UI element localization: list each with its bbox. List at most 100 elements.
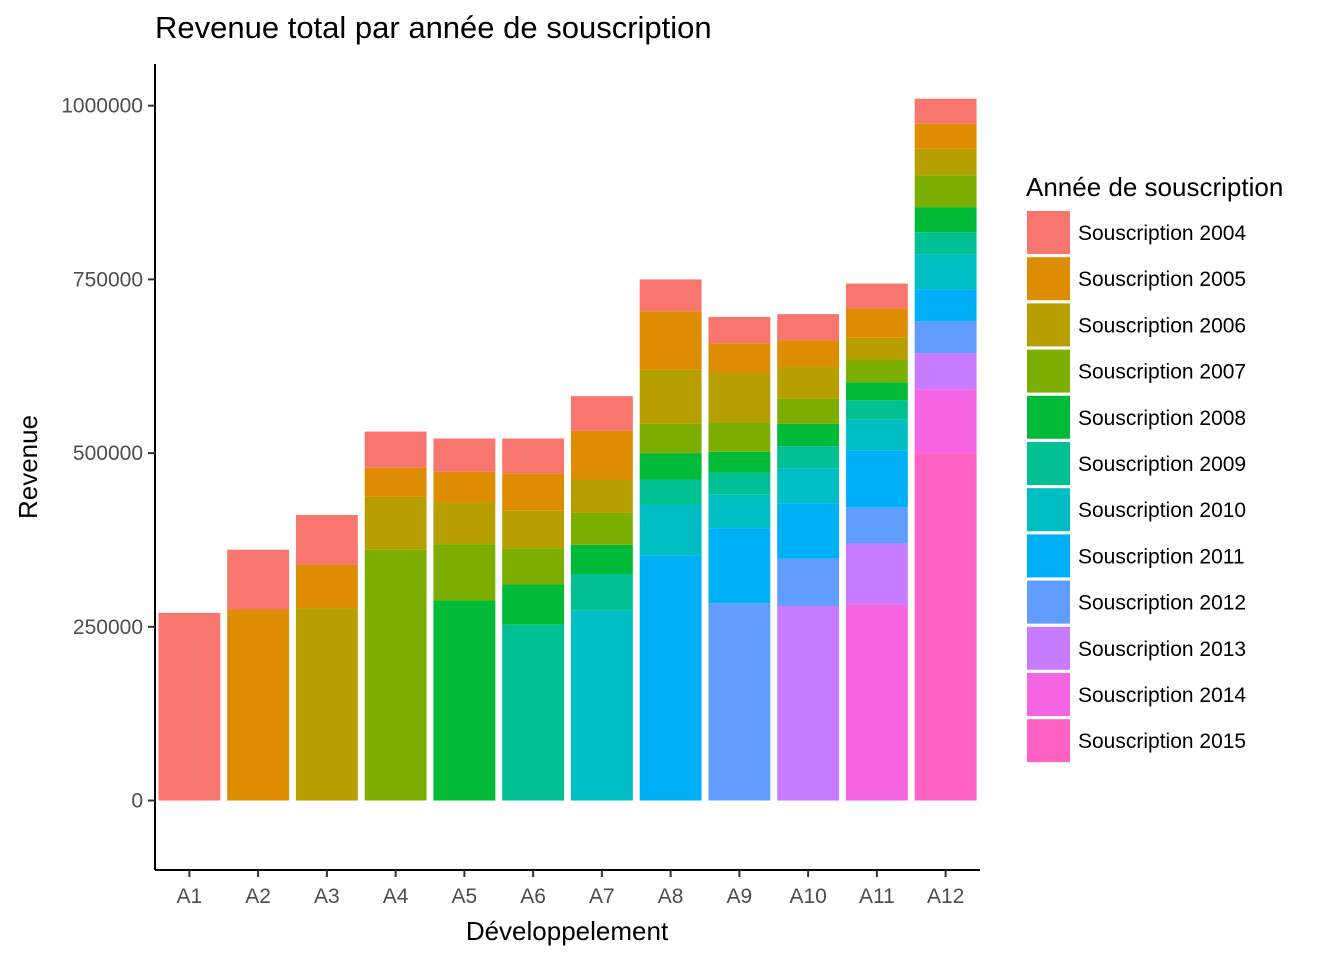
bar-a8-souscription-2006 xyxy=(639,369,702,424)
bar-a8-souscription-2008 xyxy=(639,453,702,480)
bar-a11-souscription-2011 xyxy=(845,450,908,508)
bar-a9-souscription-2008 xyxy=(708,451,771,473)
bar-a4-souscription-2007 xyxy=(364,549,427,801)
legend-key-souscription-2012 xyxy=(1027,580,1070,624)
legend-key-souscription-2005 xyxy=(1027,257,1070,301)
bar-a7-souscription-2005 xyxy=(570,430,633,480)
legend-key-souscription-2006 xyxy=(1027,303,1070,347)
bar-a7-souscription-2007 xyxy=(570,512,633,545)
bar-a10-souscription-2007 xyxy=(777,398,840,424)
legend-key-souscription-2015 xyxy=(1027,719,1070,763)
bar-a7-souscription-2010 xyxy=(570,610,633,801)
bar-a9-souscription-2012 xyxy=(708,603,771,801)
x-tick-label: A2 xyxy=(245,885,271,908)
bar-a2-souscription-2004 xyxy=(227,549,290,610)
bar-a3-souscription-2004 xyxy=(295,514,358,565)
bar-a8-souscription-2010 xyxy=(639,504,702,556)
bar-a3-souscription-2006 xyxy=(295,608,358,801)
bar-a4-souscription-2004 xyxy=(364,431,427,468)
bar-a12-souscription-2015 xyxy=(914,453,977,801)
bar-a7-souscription-2006 xyxy=(570,479,633,513)
legend-label: Souscription 2010 xyxy=(1078,499,1246,522)
bar-a12-souscription-2006 xyxy=(914,148,977,176)
bar-a6-souscription-2006 xyxy=(502,510,565,549)
bar-a7-souscription-2009 xyxy=(570,574,633,611)
y-tick-label: 0 xyxy=(131,790,143,813)
y-tick-label: 750000 xyxy=(73,268,143,291)
bar-a11-souscription-2010 xyxy=(845,419,908,451)
legend-label: Souscription 2012 xyxy=(1078,592,1246,615)
legend-label: Souscription 2011 xyxy=(1078,545,1245,568)
chart-title: Revenue total par année de souscription xyxy=(155,10,712,45)
bar-a11-souscription-2014 xyxy=(845,604,908,801)
bar-a12-souscription-2005 xyxy=(914,123,977,149)
bar-a11-souscription-2005 xyxy=(845,308,908,338)
x-tick-label: A11 xyxy=(859,885,895,908)
bar-a5-souscription-2007 xyxy=(433,544,496,601)
bar-a11-souscription-2013 xyxy=(845,543,908,605)
bar-a12-souscription-2013 xyxy=(914,353,977,390)
bar-a11-souscription-2007 xyxy=(845,360,908,383)
bar-a11-souscription-2008 xyxy=(845,382,908,401)
bar-a1-souscription-2004 xyxy=(158,612,221,801)
legend-key-souscription-2011 xyxy=(1027,534,1070,578)
bar-a9-souscription-2004 xyxy=(708,316,771,344)
legend-label: Souscription 2009 xyxy=(1078,453,1246,476)
bar-a11-souscription-2006 xyxy=(845,337,908,360)
legend-label: Souscription 2014 xyxy=(1078,684,1246,707)
bar-a5-souscription-2005 xyxy=(433,471,496,503)
y-tick-label: 1000000 xyxy=(61,95,143,118)
bar-a10-souscription-2005 xyxy=(777,340,840,367)
legend-key-souscription-2009 xyxy=(1027,442,1070,485)
bar-a12-souscription-2009 xyxy=(914,232,977,255)
legend: Année de souscription Souscription 2004S… xyxy=(1026,172,1283,763)
bar-a4-souscription-2006 xyxy=(364,496,427,550)
bar-a6-souscription-2007 xyxy=(502,548,565,585)
y-axis-ticks: 0 250000 500000 750000 1000000 xyxy=(61,95,155,813)
x-tick-label: A10 xyxy=(789,885,826,908)
bar-a5-souscription-2004 xyxy=(433,438,496,472)
bar-a11-souscription-2009 xyxy=(845,400,908,420)
bar-a12-souscription-2008 xyxy=(914,207,977,233)
legend-items: Souscription 2004 Souscription 2005 Souscr… xyxy=(1027,211,1246,763)
bar-a6-souscription-2009 xyxy=(502,624,565,801)
bar-a10-souscription-2009 xyxy=(777,446,840,469)
y-tick-label: 500000 xyxy=(73,442,143,465)
bar-a9-souscription-2006 xyxy=(708,372,771,423)
bar-a12-souscription-2014 xyxy=(914,389,977,454)
bar-a8-souscription-2004 xyxy=(639,279,702,312)
x-tick-label: A5 xyxy=(452,885,478,908)
bar-a10-souscription-2006 xyxy=(777,366,840,399)
bar-a7-souscription-2004 xyxy=(570,396,633,431)
bar-a8-souscription-2007 xyxy=(639,423,702,454)
legend-key-souscription-2004 xyxy=(1027,211,1070,254)
bar-a6-souscription-2008 xyxy=(502,584,565,625)
legend-label: Souscription 2015 xyxy=(1078,730,1246,753)
x-tick-label: A8 xyxy=(658,885,684,908)
bar-a7-souscription-2008 xyxy=(570,544,633,574)
bar-a10-souscription-2008 xyxy=(777,423,840,447)
legend-label: Souscription 2005 xyxy=(1078,268,1246,291)
bar-a9-souscription-2005 xyxy=(708,343,771,373)
bar-a10-souscription-2011 xyxy=(777,503,840,559)
bar-a6-souscription-2005 xyxy=(502,473,565,511)
bar-a2-souscription-2005 xyxy=(227,609,290,801)
x-tick-label: A7 xyxy=(589,885,615,908)
y-tick-label: 250000 xyxy=(73,616,143,639)
legend-key-souscription-2013 xyxy=(1027,626,1070,670)
bar-a12-souscription-2011 xyxy=(914,289,977,322)
x-tick-label: A12 xyxy=(927,885,964,908)
legend-title: Année de souscription xyxy=(1026,172,1283,202)
bar-a3-souscription-2005 xyxy=(295,564,358,609)
legend-label: Souscription 2008 xyxy=(1078,407,1246,430)
bar-a5-souscription-2008 xyxy=(433,600,496,801)
x-tick-label: A3 xyxy=(314,885,340,908)
bar-a9-souscription-2011 xyxy=(708,528,771,604)
y-axis-title: Revenue xyxy=(13,415,43,519)
bar-a12-souscription-2007 xyxy=(914,175,977,208)
legend-label: Souscription 2007 xyxy=(1078,361,1246,384)
legend-label: Souscription 2004 xyxy=(1078,222,1246,245)
legend-key-souscription-2014 xyxy=(1027,673,1070,716)
legend-label: Souscription 2006 xyxy=(1078,314,1246,337)
bar-a11-souscription-2012 xyxy=(845,507,908,544)
